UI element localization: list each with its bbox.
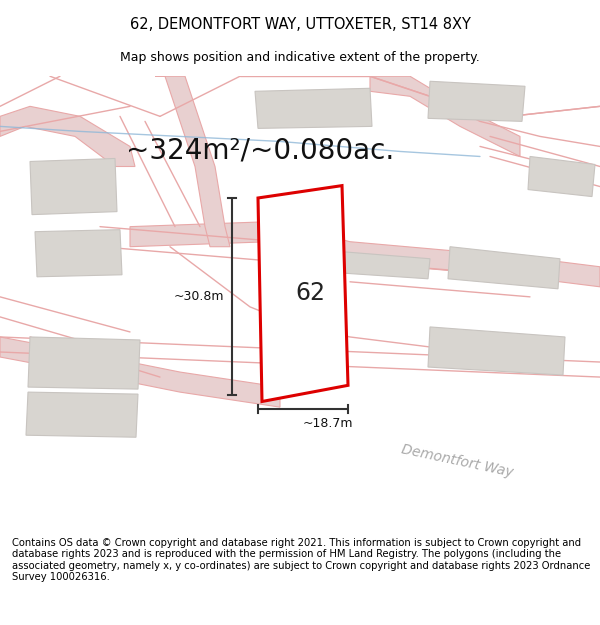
Polygon shape <box>370 76 520 156</box>
Polygon shape <box>255 88 372 128</box>
Text: 62, DEMONTFORT WAY, UTTOXETER, ST14 8XY: 62, DEMONTFORT WAY, UTTOXETER, ST14 8XY <box>130 17 470 32</box>
Polygon shape <box>258 186 348 401</box>
Text: Contains OS data © Crown copyright and database right 2021. This information is : Contains OS data © Crown copyright and d… <box>12 538 590 582</box>
Text: Map shows position and indicative extent of the property.: Map shows position and indicative extent… <box>120 51 480 64</box>
Polygon shape <box>28 337 140 389</box>
Text: Demontfort Way: Demontfort Way <box>400 442 515 480</box>
Polygon shape <box>35 229 122 277</box>
Polygon shape <box>278 247 430 279</box>
Text: ~324m²/~0.080ac.: ~324m²/~0.080ac. <box>126 136 394 164</box>
Polygon shape <box>448 247 560 289</box>
Polygon shape <box>428 81 525 121</box>
Text: 62: 62 <box>296 281 325 304</box>
Text: ~30.8m: ~30.8m <box>173 290 224 303</box>
Text: ~18.7m: ~18.7m <box>303 417 353 430</box>
Polygon shape <box>155 76 230 247</box>
Polygon shape <box>528 156 595 197</box>
Polygon shape <box>30 159 117 214</box>
Polygon shape <box>130 222 600 287</box>
Polygon shape <box>26 392 138 438</box>
Polygon shape <box>0 337 280 407</box>
Polygon shape <box>0 106 135 166</box>
Polygon shape <box>428 327 565 375</box>
